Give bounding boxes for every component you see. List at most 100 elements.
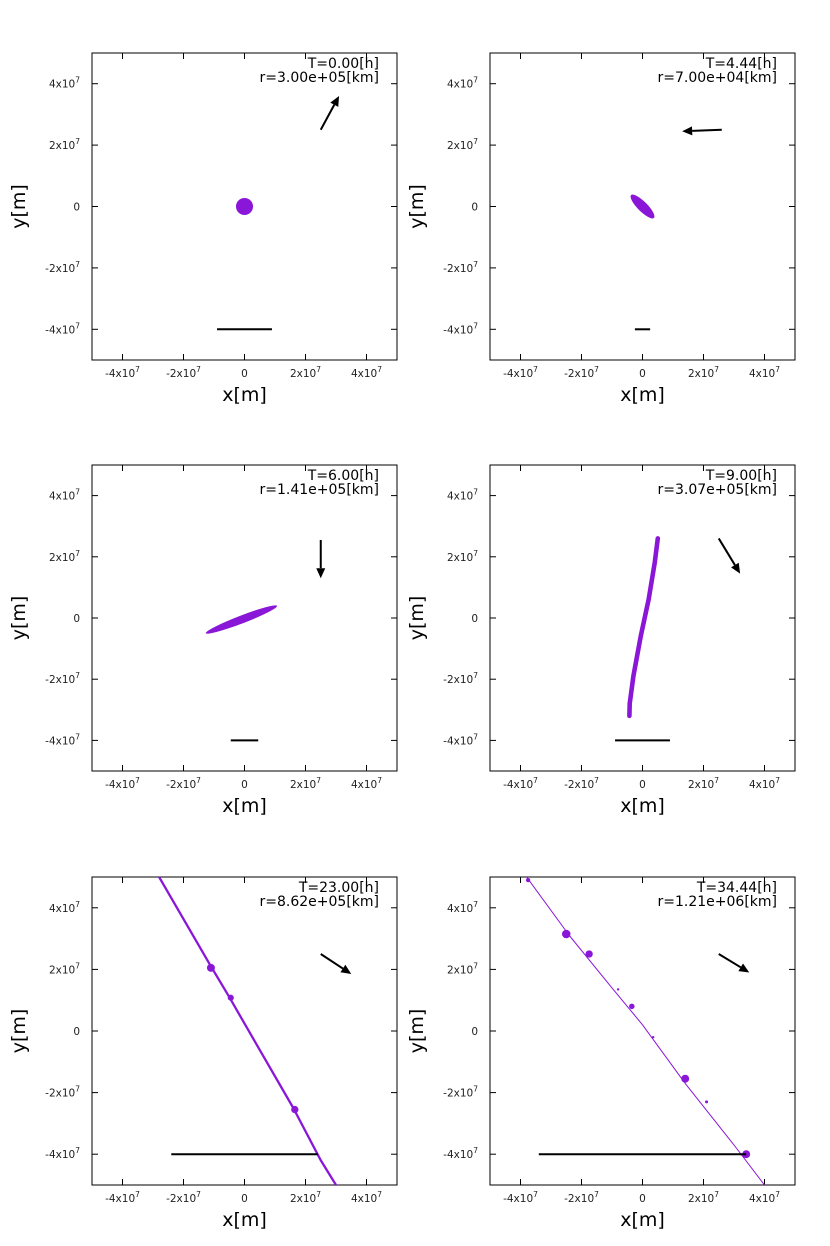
y-tick-label: -4x107 — [45, 732, 80, 747]
x-tick-mantissa: -4x10 — [105, 779, 135, 791]
x-tick-mantissa: 4x10 — [749, 779, 775, 791]
x-tick-label: 0 — [241, 368, 248, 380]
plot-frame — [91, 876, 398, 1186]
y-tick-mantissa: 0 — [73, 613, 80, 625]
y-tick-mantissa: -4x10 — [45, 735, 75, 747]
x-tick-label: -4x107 — [503, 1190, 538, 1205]
x-tick-label: -4x107 — [105, 365, 140, 380]
x-axis-label: x[m] — [222, 795, 267, 817]
y-tick-label: 0 — [471, 1026, 478, 1038]
y-tick-mantissa: -4x10 — [443, 1149, 473, 1161]
x-tick-exponent: 7 — [594, 776, 599, 785]
y-tick-label: -4x107 — [45, 1146, 80, 1161]
debris-stream — [157, 877, 338, 1185]
y-tick-exponent: 7 — [473, 961, 478, 970]
fragment-dot — [616, 988, 620, 991]
y-tick-exponent: 7 — [473, 900, 478, 909]
x-tick-label: -4x107 — [105, 1190, 140, 1205]
y-tick-mantissa: -4x10 — [45, 324, 75, 336]
x-tick-label: -2x107 — [564, 776, 599, 791]
y-tick-label: 2x107 — [447, 137, 478, 152]
y-tick-label: -4x107 — [443, 321, 478, 336]
distance-annotation: r=8.62e+05[km] — [260, 894, 380, 910]
y-tick-mantissa: 4x10 — [447, 903, 473, 915]
x-tick-exponent: 7 — [775, 365, 780, 374]
fragment-dot — [681, 1074, 690, 1083]
y-tick-label: 4x107 — [49, 488, 80, 503]
y-tick-exponent: 7 — [75, 900, 80, 909]
x-tick-mantissa: 4x10 — [351, 368, 377, 380]
direction-arrowhead — [738, 963, 750, 973]
x-tick-mantissa: 2x10 — [688, 368, 714, 380]
y-tick-label: 4x107 — [447, 900, 478, 915]
x-tick-exponent: 7 — [533, 1190, 538, 1199]
y-tick-mantissa: 0 — [471, 1026, 478, 1038]
distance-annotation: r=1.41e+05[km] — [260, 482, 380, 498]
y-tick-mantissa: -4x10 — [45, 1149, 75, 1161]
fragment-dot — [585, 950, 593, 958]
x-tick-label: -2x107 — [564, 365, 599, 380]
y-tick-exponent: 7 — [75, 76, 80, 85]
x-tick-mantissa: 2x10 — [290, 779, 316, 791]
plot-area — [630, 126, 722, 331]
y-axis-label: y[m] — [406, 596, 428, 641]
y-tick-label: 2x107 — [49, 961, 80, 976]
y-tick-mantissa: 0 — [73, 1026, 80, 1038]
x-tick-label: -4x107 — [503, 776, 538, 791]
y-tick-exponent: 7 — [473, 671, 478, 680]
x-tick-exponent: 7 — [377, 776, 382, 785]
x-tick-exponent: 7 — [775, 1190, 780, 1199]
x-tick-label: -2x107 — [166, 1190, 201, 1205]
direction-arrow — [319, 104, 336, 131]
panel-6: -4x107 -2x107 0 2x107 4x107-4x107-2x10702x10… — [406, 876, 796, 1231]
y-tick-label: -2x107 — [45, 1085, 80, 1100]
x-tick-label: -4x107 — [105, 776, 140, 791]
y-tick-mantissa: 4x10 — [49, 491, 75, 503]
y-tick-mantissa: 0 — [471, 613, 478, 625]
x-tick-label: 2x107 — [290, 776, 321, 791]
y-tick-label: -4x107 — [443, 732, 478, 747]
y-tick-exponent: 7 — [75, 732, 80, 741]
distance-annotation: r=1.21e+06[km] — [658, 894, 778, 910]
panel-3: -4x107 -2x107 0 2x107 4x107-4x107-2x10702x10… — [8, 464, 398, 817]
y-tick-mantissa: 2x10 — [447, 140, 473, 152]
x-tick-mantissa: 0 — [639, 368, 646, 380]
y-tick-mantissa: 0 — [73, 202, 80, 214]
y-tick-exponent: 7 — [75, 549, 80, 558]
fragment-dot — [651, 1035, 655, 1039]
x-tick-mantissa: 0 — [241, 368, 248, 380]
comet-body — [205, 605, 278, 634]
x-tick-label: 0 — [241, 1193, 248, 1205]
x-tick-mantissa: -4x10 — [105, 1193, 135, 1205]
panel-2: -4x107 -2x107 0 2x107 4x107-4x107-2x10702x10… — [406, 52, 796, 406]
direction-arrow — [320, 953, 344, 970]
y-tick-label: 2x107 — [447, 961, 478, 976]
x-tick-label: 2x107 — [688, 776, 719, 791]
plot-area — [525, 877, 765, 1185]
x-tick-label: -2x107 — [564, 1190, 599, 1205]
x-tick-mantissa: -2x10 — [166, 779, 196, 791]
time-annotation: T=34.44[h] — [696, 880, 777, 896]
panel-5: -4x107 -2x107 0 2x107 4x107-4x107-2x10702x10… — [8, 876, 398, 1231]
y-tick-exponent: 7 — [473, 488, 478, 497]
y-tick-mantissa: 2x10 — [49, 964, 75, 976]
direction-arrow — [718, 953, 742, 969]
x-tick-mantissa: -4x10 — [503, 1193, 533, 1205]
y-tick-exponent: 7 — [75, 1085, 80, 1094]
y-tick-mantissa: -4x10 — [443, 324, 473, 336]
x-tick-mantissa: -2x10 — [564, 779, 594, 791]
y-axis-label: y[m] — [406, 1009, 428, 1054]
x-tick-label: -2x107 — [166, 776, 201, 791]
y-tick-exponent: 7 — [75, 671, 80, 680]
y-axis-label: y[m] — [8, 184, 30, 229]
y-tick-label: 4x107 — [49, 900, 80, 915]
comet-body — [630, 194, 655, 219]
plot-area — [615, 536, 741, 742]
y-tick-label: 0 — [73, 202, 80, 214]
x-tick-exponent: 7 — [135, 776, 140, 785]
y-tick-label: -2x107 — [443, 260, 478, 275]
y-tick-label: 0 — [471, 202, 478, 214]
panel-1: -4x107 -2x107 0 2x107 4x107-4x107-2x10702x10… — [8, 52, 398, 406]
y-axis-label: y[m] — [406, 184, 428, 229]
time-annotation: T=0.00[h] — [307, 56, 379, 72]
